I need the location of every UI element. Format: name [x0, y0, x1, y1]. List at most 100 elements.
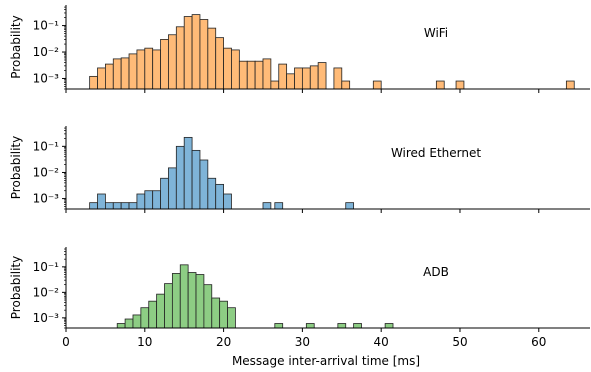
wired-ethernet-bar [168, 167, 177, 210]
wifi-bar [89, 75, 98, 90]
wifi-bar [262, 58, 272, 90]
adb-bar [148, 300, 158, 329]
wifi-bar [286, 73, 295, 90]
wired-ethernet-bar [120, 202, 130, 210]
x-tick-label: 40 [374, 335, 389, 349]
wifi-bar [254, 60, 264, 90]
wifi-bar [333, 67, 343, 90]
adb-bar [353, 323, 362, 329]
wifi-bar [199, 19, 209, 90]
x-tick-label: 50 [452, 335, 467, 349]
adb-bar [187, 272, 197, 329]
adb-bar [164, 283, 173, 329]
adb-bar [171, 273, 181, 329]
wifi-y-tick-label: 10⁻¹ [33, 19, 60, 33]
wifi-bar [168, 34, 177, 90]
wired-ethernet-bar [112, 202, 122, 210]
adb-bar [305, 323, 315, 329]
adb-x-ticks: 0 10 20 30 40 50 60 [62, 328, 546, 349]
wired-ethernet-y-tick-label: 10⁻² [33, 165, 60, 179]
x-tick-label: 60 [531, 335, 546, 349]
wifi-bar [160, 39, 169, 90]
adb-bar [116, 323, 126, 329]
wifi-bar [372, 80, 382, 90]
adb-bar [384, 323, 394, 329]
wired-ethernet-bar [207, 177, 217, 210]
wifi-bar [231, 49, 240, 90]
x-axis-label: Message inter-arrival time [ms] [232, 354, 420, 368]
adb-y-tick-label: 10⁻² [33, 285, 60, 299]
wifi-bar [223, 47, 232, 90]
wired-ethernet-bar [89, 202, 98, 210]
adb-bar [219, 300, 228, 329]
wifi-bar [317, 62, 327, 90]
x-tick-label: 30 [295, 335, 310, 349]
wifi-bar [294, 67, 303, 90]
wifi-bar [120, 57, 130, 90]
wifi-bar [128, 53, 138, 90]
x-tick-label: 20 [216, 335, 231, 349]
adb-y-tick-label: 10⁻¹ [33, 260, 60, 274]
wired-ethernet-y-axis-label: Probability [9, 136, 23, 199]
wifi-bar [278, 63, 288, 90]
wifi-bar [341, 80, 351, 90]
wifi-bar [246, 60, 256, 90]
wired-ethernet-bar [262, 202, 272, 210]
wired-ethernet-bar [345, 202, 355, 210]
wired-ethernet-y-ticks: 10⁻¹ 10⁻² 10⁻³ [33, 127, 66, 210]
wired-ethernet-panel: 10⁻¹ 10⁻² 10⁻³ Probability Wired Ethernet [9, 126, 590, 213]
wifi-bars [89, 14, 575, 90]
adb-bar [203, 284, 213, 329]
wifi-bar [565, 80, 575, 90]
wifi-bar [136, 49, 146, 90]
wifi-bar [215, 37, 224, 90]
wired-ethernet-bar [128, 202, 138, 210]
wired-ethernet-bar [97, 193, 106, 210]
wired-ethernet-bar [175, 145, 185, 210]
wired-ethernet-bar [183, 136, 193, 210]
wired-ethernet-bar [274, 202, 284, 210]
adb-bar [124, 318, 134, 329]
wifi-x-ticks [65, 89, 540, 93]
adb-bar [227, 307, 236, 329]
wifi-bar [435, 80, 445, 90]
wired-ethernet-bar [105, 202, 114, 210]
adb-bar [156, 293, 165, 329]
wired-ethernet-bar [215, 183, 224, 210]
wired-ethernet-bar [191, 149, 201, 210]
wifi-annotation: WiFi [424, 26, 448, 40]
wifi-bar [238, 60, 248, 90]
wifi-y-tick-label: 10⁻³ [33, 71, 60, 85]
wired-ethernet-bar [136, 193, 146, 210]
wifi-bar [97, 67, 106, 90]
x-tick-label: 10 [137, 335, 152, 349]
wired-ethernet-bar [152, 190, 161, 210]
wifi-bar [301, 67, 311, 90]
adb-annotation: ADB [423, 265, 449, 279]
wired-ethernet-bar [199, 159, 209, 210]
adb-bar [132, 314, 142, 329]
wifi-bar [112, 58, 122, 90]
adb-bar [140, 307, 150, 329]
wifi-bar [455, 80, 465, 90]
wifi-bar [105, 63, 114, 90]
adb-y-ticks: 10⁻¹ 10⁻² 10⁻³ [33, 248, 66, 329]
wifi-bar [270, 80, 280, 90]
adb-bar [179, 264, 189, 329]
wired-ethernet-annotation: Wired Ethernet [391, 146, 481, 160]
adb-bar [211, 297, 221, 329]
wifi-panel: 10⁻¹ 10⁻² 10⁻³ Probability WiFi [9, 5, 590, 93]
wifi-y-axis-label: Probability [9, 15, 23, 78]
wifi-bar [207, 27, 217, 90]
wired-ethernet-bar [160, 177, 169, 210]
wired-ethernet-y-tick-label: 10⁻³ [33, 192, 60, 206]
wifi-y-tick-label: 10⁻² [33, 45, 60, 59]
adb-bar [195, 274, 205, 329]
wifi-bar [309, 65, 319, 90]
wifi-bar [152, 49, 161, 90]
wifi-bar [144, 47, 154, 90]
wifi-bar [191, 14, 201, 90]
wired-ethernet-bar [223, 193, 232, 210]
